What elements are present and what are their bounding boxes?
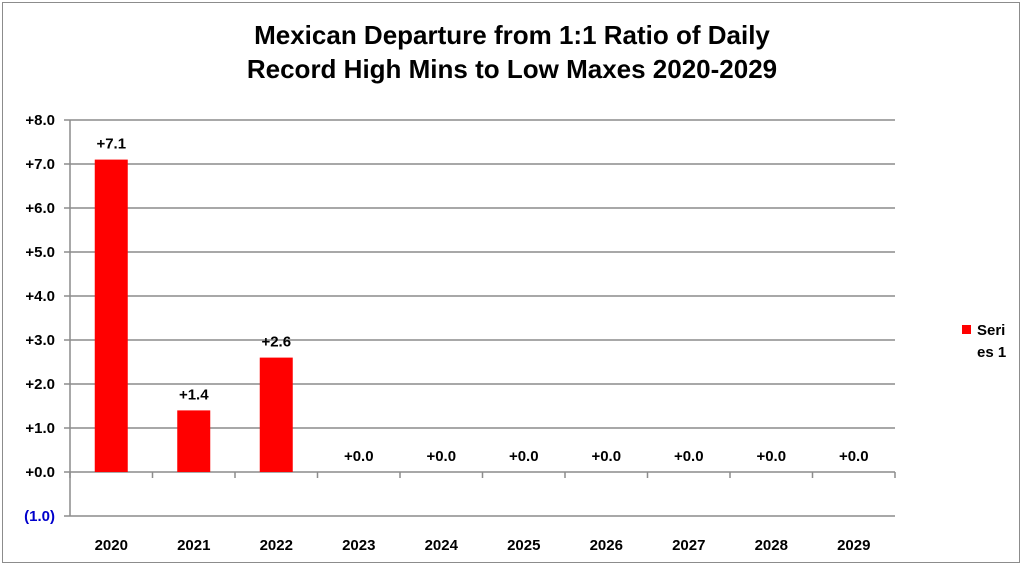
data-label: +0.0 [674,448,704,465]
bar [259,357,293,472]
y-tick-label: +1.0 [25,420,55,437]
x-tick-label: 2022 [260,537,293,554]
data-label: +2.6 [261,334,291,351]
x-tick-label: 2025 [507,537,540,554]
data-label: +0.0 [756,448,786,465]
y-tick-label: +5.0 [25,244,55,261]
chart-title-line-1: Mexican Departure from 1:1 Ratio of Dail… [254,20,770,50]
x-tick-label: 2029 [837,537,870,554]
legend-swatch [962,325,971,334]
x-tick-label: 2021 [177,537,210,554]
y-tick-label: +3.0 [25,332,55,349]
data-label: +1.4 [179,386,209,403]
chart-title: Mexican Departure from 1:1 Ratio of Dail… [0,18,1024,86]
bar [177,410,211,472]
data-label: +0.0 [426,448,456,465]
x-tick-label: 2027 [672,537,705,554]
bar [94,159,128,472]
y-tick-label: +4.0 [25,288,55,305]
data-label: +0.0 [839,448,869,465]
x-tick-label: 2023 [342,537,375,554]
chart-title-line-2: Record High Mins to Low Maxes 2020-2029 [246,54,778,84]
y-tick-label: (1.0) [24,508,55,525]
y-tick-label: +0.0 [25,464,55,481]
y-tick-label: +2.0 [25,376,55,393]
legend: Series 1 [962,320,1010,364]
y-tick-label: +6.0 [25,200,55,217]
data-label: +0.0 [509,448,539,465]
x-tick-label: 2028 [755,537,788,554]
y-tick-label: +8.0 [25,112,55,129]
data-label: +0.0 [344,448,374,465]
data-label: +0.0 [591,448,621,465]
data-label: +7.1 [96,136,126,153]
x-tick-label: 2026 [590,537,623,554]
x-tick-label: 2020 [95,537,128,554]
legend-label: Series 1 [977,322,1007,361]
y-tick-label: +7.0 [25,156,55,173]
x-tick-label: 2024 [425,537,459,554]
